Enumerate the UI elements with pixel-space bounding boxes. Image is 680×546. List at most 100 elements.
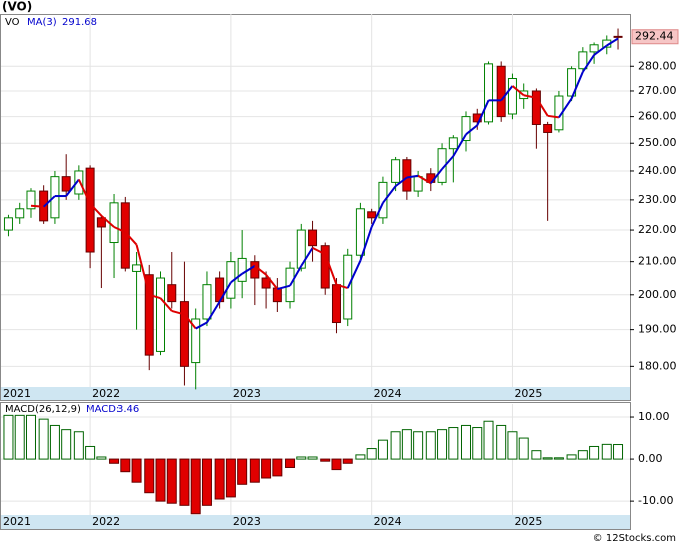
- macd-bar: [237, 458, 248, 485]
- macd-bar: [120, 458, 131, 473]
- candle-body: [613, 35, 623, 38]
- ma-line: [206, 301, 221, 324]
- candle-body: [261, 277, 271, 289]
- ma-line: [312, 246, 326, 256]
- candle-body: [578, 51, 588, 70]
- macd-bar: [601, 443, 612, 460]
- ma-line: [535, 97, 549, 117]
- legend-name: VO: [5, 17, 20, 28]
- y-tick-label: 0.00: [638, 452, 663, 465]
- year-strip: [1, 387, 630, 400]
- ma-line: [230, 272, 243, 284]
- candle-body: [296, 229, 306, 269]
- candle-body: [191, 318, 201, 364]
- macd-bar: [272, 458, 283, 477]
- macd-title: MACD(26,12,9): [5, 404, 81, 415]
- candle-body: [179, 301, 189, 367]
- macd-bar: [553, 457, 564, 460]
- macd-bar: [49, 424, 60, 460]
- y-tick-label: 250.00: [638, 136, 677, 149]
- macd-bar: [342, 458, 353, 464]
- macd-bar: [131, 458, 142, 483]
- candle-body: [589, 44, 599, 53]
- macd-bar: [589, 445, 600, 460]
- macd-bar: [390, 431, 401, 460]
- y-tick-label: 280.00: [638, 59, 677, 72]
- last-price-label: 292.44: [635, 30, 674, 43]
- candle-body: [308, 229, 318, 247]
- x-tick-label: 2023: [233, 387, 261, 400]
- macd-bar: [613, 444, 624, 460]
- macd-bar: [401, 429, 412, 460]
- ma-line: [346, 260, 362, 289]
- candle-body: [331, 284, 341, 324]
- ma-line: [570, 71, 584, 99]
- ma-line: [100, 214, 115, 228]
- legend-ma: MA(3): [27, 17, 57, 28]
- ma-line: [183, 313, 197, 330]
- macd-bar: [437, 429, 448, 460]
- candle-body: [378, 181, 388, 219]
- last-price-box: [631, 29, 679, 45]
- ma-line: [300, 247, 314, 267]
- ma-line: [171, 309, 185, 316]
- y-tick-label: 230.00: [638, 193, 677, 206]
- candle-body: [272, 287, 282, 303]
- macd-bar: [38, 418, 49, 460]
- macd-bar: [425, 431, 436, 460]
- ma-line: [254, 265, 267, 276]
- ma-line: [465, 124, 478, 136]
- macd-bar: [413, 431, 424, 460]
- candle-body: [355, 208, 365, 256]
- legend-ma-value: 291.68: [62, 17, 97, 28]
- ma-line: [241, 265, 256, 275]
- macd-bar: [144, 458, 155, 494]
- y-tick-label: -10.00: [638, 494, 673, 507]
- candle-body: [156, 277, 166, 352]
- candle-body: [202, 284, 212, 320]
- macd-bar: [96, 456, 107, 460]
- ma-line: [593, 44, 608, 56]
- x-tick-label: 2025: [514, 515, 542, 528]
- macd-bar: [566, 454, 577, 460]
- ma-line: [547, 114, 560, 119]
- price-panel: [0, 14, 631, 401]
- y-tick-label: 180.00: [638, 359, 677, 372]
- macd-bar: [355, 454, 366, 460]
- candle-body: [3, 217, 13, 231]
- ma-line: [500, 85, 514, 101]
- macd-bar: [85, 445, 96, 460]
- ma-line: [113, 226, 126, 234]
- macd-bar: [25, 414, 36, 460]
- x-tick-label: 2024: [374, 387, 402, 400]
- macd-bar: [507, 431, 518, 460]
- candle-body: [167, 284, 177, 303]
- y-tick-label: 10.00: [638, 410, 670, 423]
- macd-bar: [249, 458, 260, 483]
- x-tick-label: 2025: [514, 387, 542, 400]
- ma-line: [336, 283, 349, 289]
- candle-body: [144, 274, 154, 356]
- ma-line: [148, 293, 161, 300]
- macd-bar: [61, 429, 72, 460]
- ma-line: [558, 98, 573, 118]
- candle-body: [461, 116, 471, 142]
- candle-body: [402, 159, 412, 192]
- ma-line: [77, 179, 92, 205]
- y-tick-label: 270.00: [638, 84, 677, 97]
- y-tick-label: 240.00: [638, 164, 677, 177]
- macd-name: MACD:: [86, 404, 119, 415]
- ma-line: [277, 284, 291, 291]
- ma-line: [159, 297, 173, 312]
- x-tick-label: 2024: [374, 515, 402, 528]
- x-tick-label: 2021: [3, 515, 31, 528]
- candle-body: [448, 137, 458, 150]
- candle-body: [507, 78, 517, 115]
- macd-bar: [261, 458, 272, 479]
- candle-body: [109, 202, 119, 244]
- ma-line: [195, 321, 208, 330]
- macd-bar: [155, 458, 166, 502]
- macd-bar: [285, 458, 296, 468]
- candle-body: [74, 170, 84, 195]
